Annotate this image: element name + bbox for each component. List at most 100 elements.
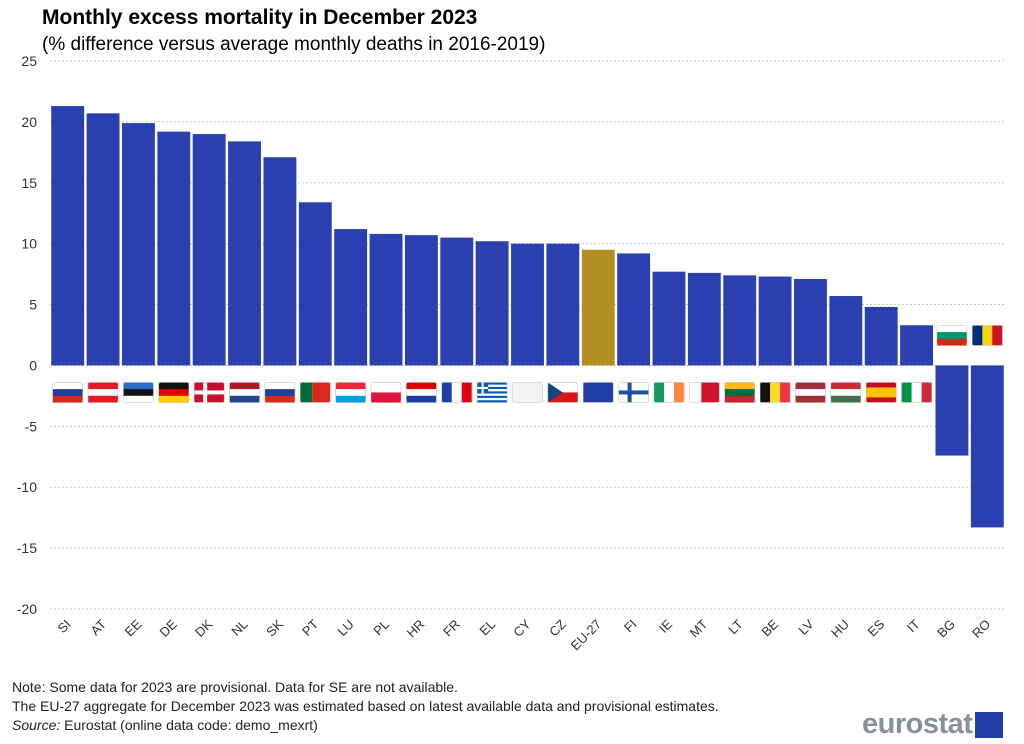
bar-pl: [369, 233, 403, 366]
flag-icon: [158, 382, 190, 403]
bar-mt: [687, 272, 721, 366]
bar-it: [900, 325, 934, 366]
flag-icon: [476, 382, 508, 403]
x-tick-label: LU: [334, 617, 356, 639]
note-line-1: Note: Some data for 2023 are provisional…: [12, 679, 458, 695]
x-tick-label: PT: [299, 616, 321, 638]
chart-subtitle: (% difference versus average monthly dea…: [42, 34, 546, 55]
x-tick-label: FI: [621, 617, 640, 636]
country-flags: [52, 325, 1003, 403]
flag-icon: [300, 382, 331, 403]
flag-icon: [865, 382, 897, 403]
x-tick-label: DK: [192, 616, 216, 640]
note-line-2: The EU-27 aggregate for December 2023 wa…: [12, 698, 719, 714]
x-tick-label: FR: [440, 617, 463, 640]
bar-dk: [192, 134, 226, 366]
flag-icon: [441, 382, 473, 403]
flag-icon: [229, 382, 260, 403]
logo-text: eurostat: [862, 708, 973, 740]
y-tick-label: 10: [21, 236, 37, 252]
x-tick-label: EL: [476, 617, 498, 639]
x-tick-label: HR: [404, 617, 428, 641]
bar-lv: [794, 278, 827, 366]
bar-at: [86, 113, 120, 366]
flag-icon: [901, 382, 932, 403]
bar-es: [864, 306, 898, 366]
y-tick-label: -20: [17, 601, 37, 617]
bar-el: [475, 241, 509, 366]
x-tick-label: LT: [725, 616, 746, 637]
bar-nl: [228, 141, 261, 366]
bar-bg: [935, 365, 969, 456]
x-tick-label: RO: [969, 617, 993, 641]
flag-icon: [582, 382, 614, 403]
x-tick-label: LV: [795, 616, 816, 637]
x-tick-label: BE: [758, 616, 781, 639]
bar-de: [157, 131, 191, 366]
flag-icon: [335, 382, 366, 403]
x-tick-label: EE: [122, 616, 145, 639]
bar-ie: [652, 271, 686, 366]
bar-sk: [263, 157, 297, 366]
flag-icon: [547, 382, 579, 403]
bar-fi: [617, 253, 651, 366]
bar-ee: [121, 123, 155, 366]
source-text: Eurostat (online data code: demo_mexrt): [60, 717, 318, 733]
bar-lt: [723, 275, 757, 366]
flag-icon: [370, 382, 402, 403]
bars: [51, 106, 1004, 528]
bar-chart: 25 20 15 10 5 0 -5 -10 -15 -20 SI AT EE DE DK NL SK PT LU…: [17, 53, 1005, 653]
x-tick-label: HU: [828, 617, 852, 641]
bar-fr: [440, 237, 474, 366]
x-tick-label: EU-27: [568, 617, 605, 654]
y-tick-label: 25: [21, 53, 37, 69]
x-tick-label: SK: [263, 616, 286, 639]
eurostat-logo: eurostat: [862, 708, 1004, 741]
x-tick-label: CZ: [546, 616, 569, 639]
flag-icon: [972, 325, 1003, 346]
bar-be: [758, 276, 792, 366]
bar-eu-27: [581, 249, 615, 366]
bar-ro: [970, 365, 1004, 528]
x-tick-label: IT: [904, 616, 923, 635]
flag-icon: [123, 382, 154, 403]
flag-icon: [689, 382, 720, 403]
y-tick-label: -15: [17, 540, 37, 556]
source-line: Source: Eurostat (online data code: demo…: [12, 716, 719, 735]
flag-icon: [830, 382, 862, 403]
flag-icon: [52, 382, 83, 403]
x-tick-label: AT: [87, 616, 109, 638]
y-tick-label: 0: [29, 357, 37, 373]
source-label: Source:: [12, 717, 61, 733]
x-tick-label: CY: [510, 616, 534, 640]
y-tick-label: 15: [21, 175, 37, 191]
flag-icon: [724, 382, 755, 403]
bar-lu: [334, 229, 368, 366]
x-tick-label: SI: [55, 617, 74, 636]
flag-icon: [795, 382, 826, 403]
x-tick-label: PL: [370, 617, 392, 639]
y-tick-label: -10: [17, 479, 37, 495]
flag-icon: [653, 382, 685, 403]
eu-flag-icon: [975, 711, 1004, 738]
x-tick-label: BG: [934, 617, 958, 641]
flag-icon: [512, 382, 543, 403]
chart-title: Monthly excess mortality in December 202…: [42, 6, 478, 29]
x-tick-label: MT: [687, 616, 711, 640]
flag-icon: [87, 382, 119, 403]
x-tick-label: ES: [864, 616, 887, 639]
chart-notes: Note: Some data for 2023 are provisional…: [12, 678, 719, 735]
y-tick-label: -5: [25, 418, 38, 434]
x-tick-label: DE: [157, 616, 181, 640]
bar-pt: [298, 202, 332, 366]
y-tick-label: 20: [21, 114, 37, 130]
flag-icon: [406, 382, 437, 403]
x-tick-label: NL: [228, 617, 250, 639]
flag-icon: [618, 382, 649, 403]
bar-hu: [829, 296, 863, 366]
flag-icon: [759, 382, 791, 403]
bar-cz: [546, 243, 580, 366]
bar-hr: [404, 235, 438, 366]
flag-icon: [193, 382, 225, 403]
